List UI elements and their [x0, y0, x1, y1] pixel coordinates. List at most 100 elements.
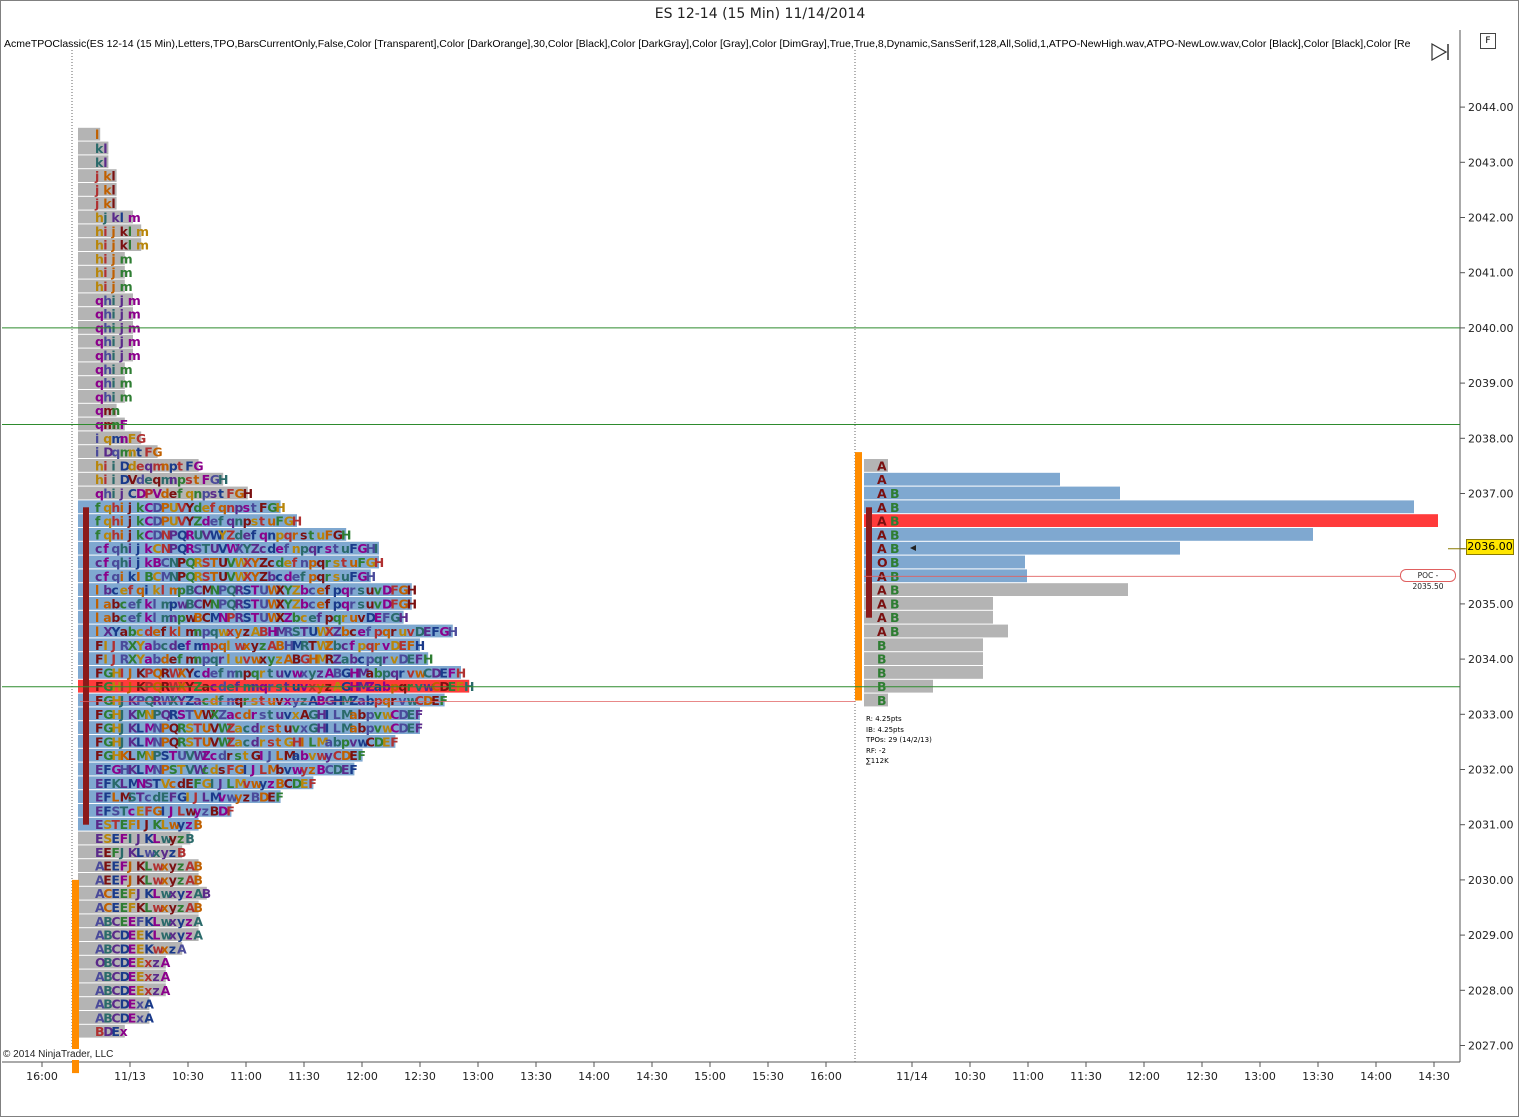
- profile-row-bar: [864, 679, 933, 693]
- profile-row-bar: [78, 141, 109, 155]
- profile-row-bar: [78, 914, 199, 928]
- profile-row-bar: [78, 431, 142, 445]
- x-tick-label: 15:30: [752, 1070, 784, 1083]
- tpo-row-letters: AEEFJ KLwxyzAB: [95, 859, 203, 874]
- tpo-row-letters: cf qi kI BCMNPQRSTUVWXYZbcdef pqr suFGH: [95, 569, 376, 584]
- tpo-row-letters: qhi j CDPVdef qnpst FGH: [95, 486, 253, 501]
- profile-row-bar: [78, 127, 101, 141]
- profile-row-bar: [864, 652, 983, 665]
- profile-row-bar: [864, 638, 983, 652]
- profile-row-bar: [78, 969, 166, 983]
- profile-row-bar: [78, 776, 314, 790]
- profile-row-bar: [864, 610, 993, 624]
- x-tick-label: 13:30: [520, 1070, 552, 1083]
- profile-row-bar: [78, 831, 191, 845]
- tpo-row-letters: qmn: [95, 403, 120, 418]
- tpo-row-letters: EEFJ KLwxyzB: [95, 845, 187, 860]
- chart-title: ES 12-14 (15 Min) 11/14/2014: [654, 6, 866, 22]
- tpo-row-letters: j kl: [94, 182, 116, 197]
- y-tick-label: 2043.00: [1468, 156, 1514, 169]
- tpo-row-letters: FGHJ KMNPQRSTVWXZacdr st uvxAGHI LMabpvwCDEF: [95, 707, 423, 722]
- y-tick-label: 2042.00: [1468, 212, 1514, 225]
- profile-row-bar: [78, 293, 133, 307]
- profile-row-bar: [78, 583, 412, 596]
- profile-row-bar: [78, 307, 133, 320]
- x-tick-label: 11:30: [288, 1070, 320, 1083]
- y-tick-label: 2034.00: [1468, 653, 1514, 666]
- profile-row-bar: [78, 707, 420, 721]
- tpo-row-letters: AEEFJ KLwxyzAB: [95, 872, 203, 887]
- profile-row-bar: [864, 528, 1313, 541]
- profile-row-bar: [78, 376, 125, 389]
- stat-line: IB: 4.25pts: [866, 725, 904, 734]
- stat-line: RF: -2: [866, 746, 886, 755]
- profile-row-bar: [78, 693, 445, 707]
- profile-row-bar: [78, 569, 371, 583]
- profile-row-bar: [78, 238, 142, 251]
- profile-row-bar: [864, 666, 983, 679]
- profile-row-bar: [78, 500, 281, 514]
- tpo-row-letters: ABCDEExzA: [95, 969, 171, 984]
- profile-row-bar: [78, 666, 461, 679]
- tpo-row-letters: hi i Ddeqmnpt FG: [95, 458, 204, 473]
- tpo-row-letters: EFKLMNSTVcdEFGI J LMvwyzBCDEF: [95, 776, 317, 791]
- x-tick-label: 12:30: [404, 1070, 436, 1083]
- tpo-row-letters: A: [877, 458, 887, 473]
- tpo-row-letters: FGHI J KPQRWXYcdef mnpqr t uvwxyzABGHMabpqr vw…: [95, 665, 466, 680]
- profile-row-bar: [78, 541, 379, 555]
- profile-row-bar: [864, 541, 1180, 555]
- y-tick-label: 2040.00: [1468, 322, 1514, 335]
- profile-row-bar: [78, 928, 199, 941]
- tpo-row-letters: ESEFI J KLwyzB: [95, 831, 195, 846]
- tpo-row-letters: l: [95, 127, 99, 142]
- x-tick-label: 14:00: [1360, 1070, 1392, 1083]
- tpo-row-letters: l XYabcdef kl mnpqwxyzABHMRSTUWXZbcef pqr uvD…: [95, 624, 458, 639]
- profile-row-bar: [864, 693, 888, 707]
- profile-row-bar: [78, 210, 133, 224]
- profile-row-bar: [78, 334, 133, 348]
- tpo-row-letters: OBCDEExzA: [95, 955, 171, 970]
- tpo-row-letters: EFLMSTcdEFGI J LMvwyzBDEF: [95, 790, 284, 805]
- profile-row-bar: [78, 597, 412, 610]
- current-price-badge: 2036.00: [1466, 539, 1514, 555]
- copyright: © 2014 NinjaTrader, LLC: [3, 1049, 114, 1060]
- tpo-row-letters: A: [877, 472, 887, 487]
- x-tick-label: 10:30: [172, 1070, 204, 1083]
- x-tick-label: 14:30: [636, 1070, 668, 1083]
- y-tick-label: 2041.00: [1468, 267, 1514, 280]
- profile-row-bar: [78, 445, 158, 458]
- stat-line: R: 4.25pts: [866, 715, 902, 723]
- profile-row-bar: [864, 514, 1438, 527]
- tpo-row-letters: cf qhi j kCNPQRSTUVWXYZcdef npqr st uFGHI: [95, 541, 378, 556]
- profile-row-bar: [864, 472, 1060, 486]
- x-tick-label: 12:00: [346, 1070, 378, 1083]
- profile-row-bar: [78, 514, 297, 527]
- tpo-row-letters: qhi j m: [95, 307, 141, 322]
- tpo-row-letters: FGHJ KLMNPQRSTUVWZacdr st GHI LMabpvwCDEF: [95, 734, 399, 749]
- tpo-row-letters: hi j m: [95, 279, 133, 294]
- tpo-row-letters: kl: [95, 141, 107, 156]
- profile-row-bar: [78, 183, 117, 196]
- play-end-icon[interactable]: [1430, 42, 1452, 62]
- tpo-row-letters: hi j m: [95, 251, 133, 266]
- tpo-row-letters: FGHJ KLMNPQRSTUVWZacdr st uvxGHI LMabpvwCDEF: [95, 721, 423, 736]
- profile-row-bar: [78, 817, 199, 831]
- x-tick-label: 12:00: [1128, 1070, 1160, 1083]
- f-button[interactable]: F: [1480, 33, 1496, 49]
- tpo-row-letters: ABCDExA: [95, 1010, 154, 1025]
- profile-row-bar: [78, 762, 355, 776]
- profile-row-bar: [78, 983, 166, 997]
- tpo-row-letters: B: [877, 652, 887, 667]
- tpo-row-letters: f qhi j kCDPUVYdef qnpst FGH: [95, 500, 286, 515]
- tpo-row-letters: i qmnFG: [95, 431, 146, 446]
- profile-row-bar: [78, 403, 117, 417]
- profile-row-bar: [78, 735, 396, 748]
- profile-row-bar: [78, 900, 199, 914]
- tpo-row-letters: qhi m: [95, 362, 133, 377]
- tpo-row-letters: l abcef kl mnpwBCMNPRSTUWXZbcef pqr uvDEFGH: [95, 610, 409, 625]
